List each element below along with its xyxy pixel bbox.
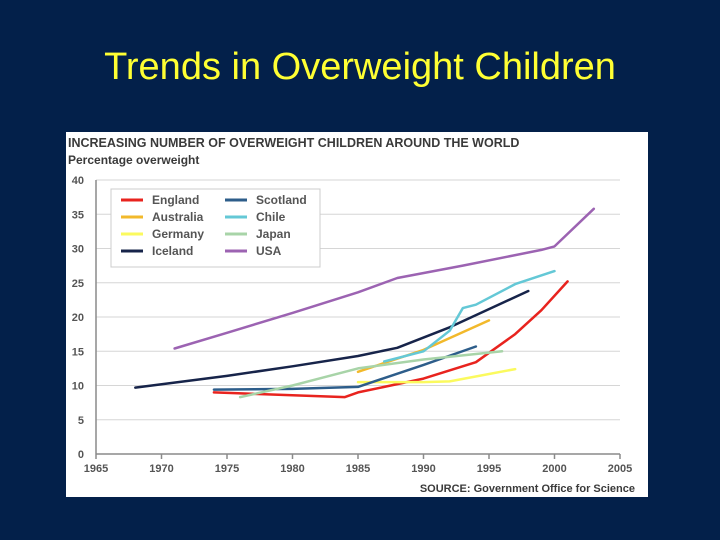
- slide-title: Trends in Overweight Children: [104, 46, 616, 88]
- y-tick-label: 10: [72, 381, 84, 393]
- series-line-germany: [356, 367, 517, 384]
- legend-label-scotland: Scotland: [256, 193, 307, 207]
- x-tick-label: 1990: [411, 463, 435, 475]
- y-tick-label: 20: [72, 312, 84, 324]
- legend-label-germany: Germany: [152, 227, 204, 241]
- legend-label-england: England: [152, 193, 199, 207]
- legend-label-usa: USA: [256, 244, 282, 258]
- legend-label-chile: Chile: [256, 210, 286, 224]
- legend-label-japan: Japan: [256, 227, 291, 241]
- y-tick-label: 15: [72, 346, 84, 358]
- source-note: SOURCE: Government Office for Science: [420, 483, 635, 495]
- y-axis-label: Percentage overweight: [68, 153, 199, 167]
- y-tick-label: 30: [72, 244, 84, 256]
- y-tick-label: 5: [78, 415, 84, 427]
- chart-title: INCREASING NUMBER OF OVERWEIGHT CHILDREN…: [68, 136, 519, 150]
- legend-label-iceland: Iceland: [152, 244, 193, 258]
- x-tick-label: 1995: [477, 463, 501, 475]
- y-tick-label: 40: [72, 175, 84, 187]
- line-chart: INCREASING NUMBER OF OVERWEIGHT CHILDREN…: [68, 136, 635, 495]
- y-tick-label: 25: [72, 278, 84, 290]
- series-line-japan: [238, 350, 504, 399]
- y-tick-label: 0: [78, 449, 84, 461]
- series-line-chile: [382, 269, 556, 363]
- x-tick-label: 1970: [149, 463, 173, 475]
- x-tick-label: 1965: [84, 463, 108, 475]
- x-tick-label: 1975: [215, 463, 239, 475]
- y-tick-label: 35: [72, 209, 84, 221]
- x-tick-label: 2000: [542, 463, 566, 475]
- chart-panel: INCREASING NUMBER OF OVERWEIGHT CHILDREN…: [66, 132, 648, 497]
- series-line-usa: [173, 207, 596, 350]
- series-line-england: [212, 280, 569, 399]
- x-tick-label: 2005: [608, 463, 632, 475]
- x-tick-label: 1980: [280, 463, 304, 475]
- series-line-scotland: [212, 345, 478, 391]
- legend-box: [110, 188, 321, 268]
- legend-label-australia: Australia: [152, 210, 204, 224]
- series-line-iceland: [134, 289, 530, 389]
- x-tick-label: 1985: [346, 463, 370, 475]
